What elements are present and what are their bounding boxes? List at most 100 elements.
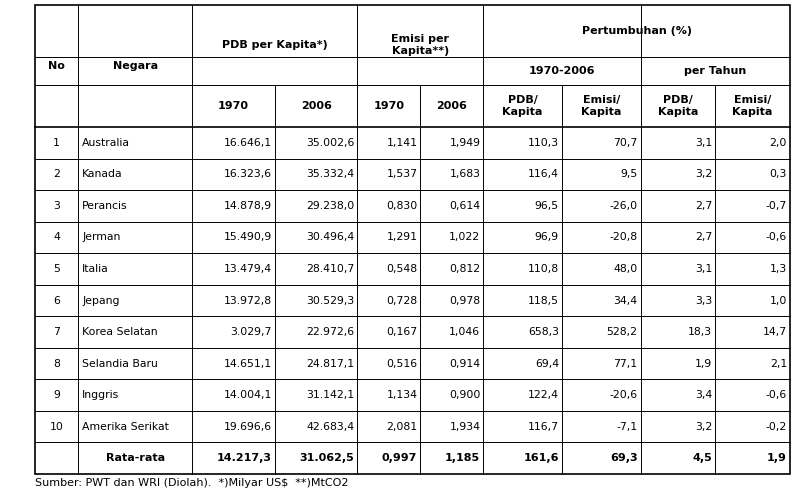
Text: 14.004,1: 14.004,1	[223, 390, 272, 400]
Text: 0,516: 0,516	[386, 359, 417, 369]
Text: 35.002,6: 35.002,6	[306, 138, 355, 148]
Text: Rata-rata: Rata-rata	[105, 453, 165, 463]
Text: 2,7: 2,7	[695, 232, 712, 243]
Text: 1,9: 1,9	[695, 359, 712, 369]
Text: 0,978: 0,978	[449, 296, 480, 306]
Text: 2,081: 2,081	[386, 422, 417, 431]
Text: Negara: Negara	[112, 61, 158, 71]
Text: 1,134: 1,134	[386, 390, 417, 400]
Text: 18,3: 18,3	[688, 327, 712, 337]
Text: 4,5: 4,5	[692, 453, 712, 463]
Text: 42.683,4: 42.683,4	[307, 422, 355, 431]
Text: 69,3: 69,3	[610, 453, 638, 463]
Text: 1,934: 1,934	[449, 422, 480, 431]
Text: 3,1: 3,1	[695, 138, 712, 148]
Text: Australia: Australia	[82, 138, 130, 148]
Text: 1,185: 1,185	[445, 453, 480, 463]
Text: 96,9: 96,9	[535, 232, 559, 243]
Text: 2,7: 2,7	[695, 201, 712, 211]
Text: 9: 9	[53, 390, 60, 400]
Text: 1,022: 1,022	[449, 232, 480, 243]
Text: 14.878,9: 14.878,9	[224, 201, 272, 211]
Text: 2,0: 2,0	[770, 138, 787, 148]
Text: 2006: 2006	[436, 101, 467, 111]
Text: 3,4: 3,4	[695, 390, 712, 400]
Text: 2006: 2006	[301, 101, 332, 111]
Text: 1,291: 1,291	[386, 232, 417, 243]
Text: Inggris: Inggris	[82, 390, 120, 400]
Text: 10: 10	[50, 422, 63, 431]
Text: 2,1: 2,1	[770, 359, 787, 369]
Text: 0,614: 0,614	[449, 201, 480, 211]
Text: 3,2: 3,2	[695, 422, 712, 431]
Text: 13.479,4: 13.479,4	[224, 264, 272, 274]
Text: 30.496,4: 30.496,4	[307, 232, 355, 243]
Text: Amerika Serikat: Amerika Serikat	[82, 422, 169, 431]
Text: -0,7: -0,7	[766, 201, 787, 211]
Text: -26,0: -26,0	[610, 201, 638, 211]
Text: Korea Selatan: Korea Selatan	[82, 327, 158, 337]
Text: Italia: Italia	[82, 264, 109, 274]
Text: 1,046: 1,046	[449, 327, 480, 337]
Text: 0,728: 0,728	[386, 296, 417, 306]
Text: 14.217,3: 14.217,3	[217, 453, 272, 463]
Text: 1,949: 1,949	[449, 138, 480, 148]
Text: 122,4: 122,4	[528, 390, 559, 400]
Text: 0,3: 0,3	[770, 169, 787, 179]
Text: 6: 6	[53, 296, 60, 306]
Text: 96,5: 96,5	[535, 201, 559, 211]
Text: Pertumbuhan (%): Pertumbuhan (%)	[581, 26, 691, 36]
Text: Sumber: PWT dan WRI (Diolah).  *)Milyar US$  **)MtCO2: Sumber: PWT dan WRI (Diolah). *)Milyar U…	[35, 478, 348, 488]
Text: -7,1: -7,1	[616, 422, 638, 431]
Text: 9,5: 9,5	[620, 169, 638, 179]
Text: 1,683: 1,683	[449, 169, 480, 179]
Text: 22.972,6: 22.972,6	[307, 327, 355, 337]
Text: 658,3: 658,3	[528, 327, 559, 337]
Text: 13.972,8: 13.972,8	[224, 296, 272, 306]
Text: 31.062,5: 31.062,5	[299, 453, 355, 463]
Text: 1,141: 1,141	[386, 138, 417, 148]
Text: 7: 7	[53, 327, 60, 337]
Text: 48,0: 48,0	[613, 264, 638, 274]
Text: per Tahun: per Tahun	[684, 66, 746, 76]
Text: -20,8: -20,8	[610, 232, 638, 243]
Text: Selandia Baru: Selandia Baru	[82, 359, 158, 369]
Text: 161,6: 161,6	[524, 453, 559, 463]
Text: 1: 1	[53, 138, 60, 148]
Text: 116,7: 116,7	[528, 422, 559, 431]
Text: No: No	[48, 61, 65, 71]
Text: 528,2: 528,2	[607, 327, 638, 337]
Text: Perancis: Perancis	[82, 201, 128, 211]
Text: 35.332,4: 35.332,4	[307, 169, 355, 179]
Text: -0,6: -0,6	[766, 390, 787, 400]
Text: 3,2: 3,2	[695, 169, 712, 179]
Text: 5: 5	[53, 264, 60, 274]
Text: 0,812: 0,812	[449, 264, 480, 274]
Text: PDB/
Kapita: PDB/ Kapita	[657, 95, 698, 117]
Text: 31.142,1: 31.142,1	[307, 390, 355, 400]
Text: 34,4: 34,4	[614, 296, 638, 306]
Text: 77,1: 77,1	[614, 359, 638, 369]
Text: -0,6: -0,6	[766, 232, 787, 243]
Text: Jerman: Jerman	[82, 232, 120, 243]
Text: -0,2: -0,2	[766, 422, 787, 431]
Text: 1,3: 1,3	[770, 264, 787, 274]
Text: 8: 8	[53, 359, 60, 369]
Text: Kanada: Kanada	[82, 169, 123, 179]
Text: 0,914: 0,914	[449, 359, 480, 369]
Text: 1970-2006: 1970-2006	[529, 66, 595, 76]
Text: 118,5: 118,5	[528, 296, 559, 306]
Text: 0,900: 0,900	[449, 390, 480, 400]
Text: 2: 2	[53, 169, 60, 179]
Text: 29.238,0: 29.238,0	[307, 201, 355, 211]
Text: 14,7: 14,7	[763, 327, 787, 337]
Text: 0,830: 0,830	[386, 201, 417, 211]
Text: 16.646,1: 16.646,1	[224, 138, 272, 148]
Text: 3,1: 3,1	[695, 264, 712, 274]
Text: Jepang: Jepang	[82, 296, 120, 306]
Text: 110,8: 110,8	[527, 264, 559, 274]
Text: 30.529,3: 30.529,3	[307, 296, 355, 306]
Text: 3: 3	[53, 201, 60, 211]
Text: 116,4: 116,4	[528, 169, 559, 179]
Text: 24.817,1: 24.817,1	[307, 359, 355, 369]
